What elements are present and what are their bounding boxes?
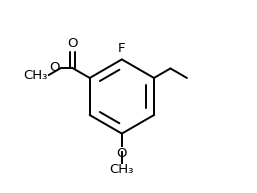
Text: O: O [50,61,60,74]
Text: F: F [118,42,126,55]
Text: CH₃: CH₃ [110,163,134,176]
Text: O: O [117,147,127,161]
Text: O: O [67,37,78,50]
Text: CH₃: CH₃ [23,69,48,82]
